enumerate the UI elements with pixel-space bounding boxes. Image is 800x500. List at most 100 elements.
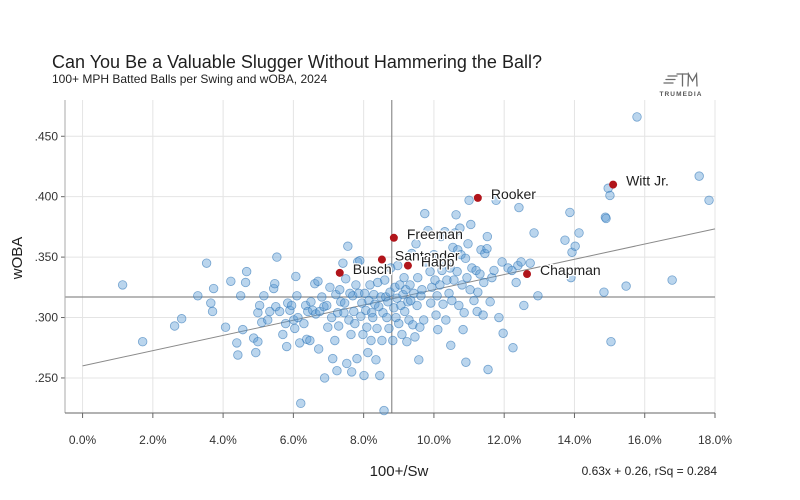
highlighted-point-happ [403, 261, 412, 270]
data-point [322, 300, 332, 311]
data-point [253, 307, 263, 318]
data-point [313, 276, 323, 286]
data-point [444, 288, 454, 299]
data-point [694, 171, 704, 181]
highlighted-point-santander [377, 255, 386, 264]
data-point [605, 190, 615, 201]
data-point [347, 367, 357, 377]
data-points [117, 112, 714, 416]
data-point [393, 260, 403, 271]
data-point [606, 336, 616, 347]
data-point [373, 277, 383, 288]
data-point [369, 289, 379, 300]
data-point [176, 314, 187, 324]
data-point [421, 257, 431, 267]
data-point [360, 288, 370, 299]
data-point [323, 322, 333, 332]
data-point [339, 307, 349, 318]
x-tick-label: 2.0% [139, 433, 167, 447]
data-point [513, 260, 523, 271]
point-label-freeman: Freeman [407, 226, 463, 242]
data-point [376, 292, 386, 302]
data-point [271, 301, 281, 312]
data-point [491, 195, 501, 206]
data-point [368, 312, 378, 323]
data-point [459, 307, 469, 318]
x-tick-label: 8.0% [350, 433, 378, 447]
data-point [332, 366, 342, 376]
data-point [300, 300, 311, 311]
data-point [371, 355, 381, 365]
data-point [446, 340, 456, 351]
data-point [290, 323, 300, 334]
data-point [413, 272, 423, 283]
data-point [529, 228, 539, 238]
data-point [375, 370, 385, 381]
data-point [325, 282, 335, 293]
data-point [363, 347, 373, 358]
data-point [388, 335, 398, 346]
data-point [317, 292, 327, 302]
data-point [476, 245, 486, 255]
data-point [436, 231, 446, 242]
y-tick-label: .400 [35, 190, 59, 204]
tick-labels: 0.0% 2.0% 4.0% 6.0% 8.0% 10.0% 12.0% 14.0% 16.0%… [35, 129, 733, 447]
data-point [411, 239, 421, 249]
data-point [291, 271, 301, 282]
data-point [462, 272, 472, 283]
data-point [285, 305, 295, 315]
data-point [193, 291, 203, 301]
data-point [233, 350, 243, 360]
data-point [334, 321, 344, 331]
brand-name: TRUMEDIA [659, 91, 702, 98]
data-point [461, 357, 471, 367]
data-point [356, 311, 366, 322]
data-point [342, 358, 352, 369]
data-point [348, 291, 358, 301]
x-tick-label: 0.0% [69, 433, 97, 447]
data-point [453, 245, 463, 255]
data-point [419, 315, 429, 325]
x-tick-label: 16.0% [628, 433, 662, 447]
data-point [621, 281, 631, 291]
data-point [482, 243, 492, 254]
y-tick-label: .250 [35, 371, 59, 385]
y-axis-label: wOBA [9, 237, 26, 281]
data-point [394, 318, 404, 329]
data-point [599, 287, 609, 297]
data-point [632, 112, 642, 122]
x-tick-label: 4.0% [209, 433, 237, 447]
data-point [390, 282, 400, 293]
data-point [457, 280, 467, 290]
data-point [379, 405, 389, 416]
data-point [566, 272, 576, 283]
data-point [330, 335, 340, 346]
data-point [454, 300, 464, 311]
data-point [254, 300, 265, 311]
data-point [358, 329, 368, 340]
data-point [241, 266, 252, 277]
data-point [235, 291, 246, 301]
data-point [417, 285, 427, 295]
data-point [272, 252, 282, 262]
chart-subtitle: 100+ MPH Batted Balls per Swing and wOBA… [52, 72, 327, 86]
data-point [296, 398, 306, 409]
data-point [282, 341, 292, 352]
point-label-santander: Santander [395, 248, 460, 264]
data-point [525, 258, 535, 268]
point-label-happ: Happ [421, 254, 455, 270]
data-point [431, 310, 441, 320]
data-point [433, 324, 443, 335]
data-point [443, 253, 453, 264]
axes [61, 100, 716, 418]
data-point [207, 306, 218, 317]
data-point [425, 266, 435, 277]
y-tick-label: .450 [35, 129, 59, 143]
data-point [383, 297, 393, 307]
data-point [251, 347, 261, 358]
data-point [516, 257, 526, 267]
data-point [438, 299, 448, 309]
data-point [208, 283, 219, 294]
data-point [469, 295, 479, 306]
data-point [385, 287, 395, 297]
